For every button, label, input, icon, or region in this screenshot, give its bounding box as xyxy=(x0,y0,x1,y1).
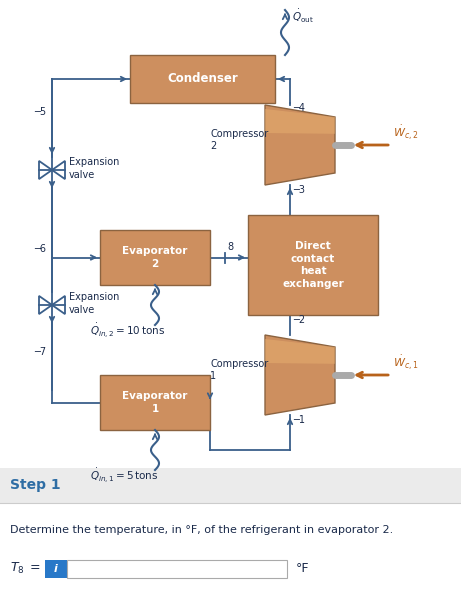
Text: $\dot{W}_{c,1}$: $\dot{W}_{c,1}$ xyxy=(393,353,419,372)
Text: valve: valve xyxy=(69,170,95,180)
Text: Direct
contact
heat
exchanger: Direct contact heat exchanger xyxy=(282,241,344,289)
Text: 8: 8 xyxy=(227,242,233,253)
Text: ─7: ─7 xyxy=(34,347,46,357)
Bar xyxy=(130,55,275,103)
Text: $\dot{W}_{c,2}$: $\dot{W}_{c,2}$ xyxy=(393,124,419,142)
Polygon shape xyxy=(265,335,335,415)
Text: ─6: ─6 xyxy=(34,245,46,255)
Text: Expansion: Expansion xyxy=(69,292,119,302)
Polygon shape xyxy=(265,105,335,185)
Bar xyxy=(100,375,210,430)
Text: valve: valve xyxy=(69,305,95,315)
Text: $\dot{Q}_\mathrm{out}$: $\dot{Q}_\mathrm{out}$ xyxy=(292,8,314,25)
Text: Determine the temperature, in °F, of the refrigerant in evaporator 2.: Determine the temperature, in °F, of the… xyxy=(10,525,393,535)
Bar xyxy=(100,230,210,285)
Text: ─2: ─2 xyxy=(293,315,305,325)
Bar xyxy=(0,468,461,503)
Text: i: i xyxy=(54,564,58,574)
Text: Expansion: Expansion xyxy=(69,157,119,167)
Text: $\dot{Q}_{in,1}=5\,\mathrm{tons}$: $\dot{Q}_{in,1}=5\,\mathrm{tons}$ xyxy=(90,466,159,485)
Text: $\dot{Q}_{in,2}=10\,\mathrm{tons}$: $\dot{Q}_{in,2}=10\,\mathrm{tons}$ xyxy=(90,321,165,340)
Text: Condenser: Condenser xyxy=(167,72,238,86)
Bar xyxy=(45,560,67,578)
Text: Compressor
2: Compressor 2 xyxy=(210,129,268,151)
Text: $T_8\;=$: $T_8\;=$ xyxy=(10,561,41,575)
Polygon shape xyxy=(265,109,335,134)
Text: ─3: ─3 xyxy=(293,185,305,195)
Text: ─5: ─5 xyxy=(34,107,46,117)
Text: Evaporator
2: Evaporator 2 xyxy=(122,246,188,269)
Polygon shape xyxy=(265,339,335,364)
Text: ─1: ─1 xyxy=(293,415,305,425)
Text: °F: °F xyxy=(296,562,309,575)
Text: Step 1: Step 1 xyxy=(10,479,61,493)
Text: Evaporator
1: Evaporator 1 xyxy=(122,391,188,414)
Text: ─4: ─4 xyxy=(293,103,305,113)
Bar xyxy=(67,560,287,578)
Text: Compressor
1: Compressor 1 xyxy=(210,359,268,381)
Bar xyxy=(248,215,378,315)
